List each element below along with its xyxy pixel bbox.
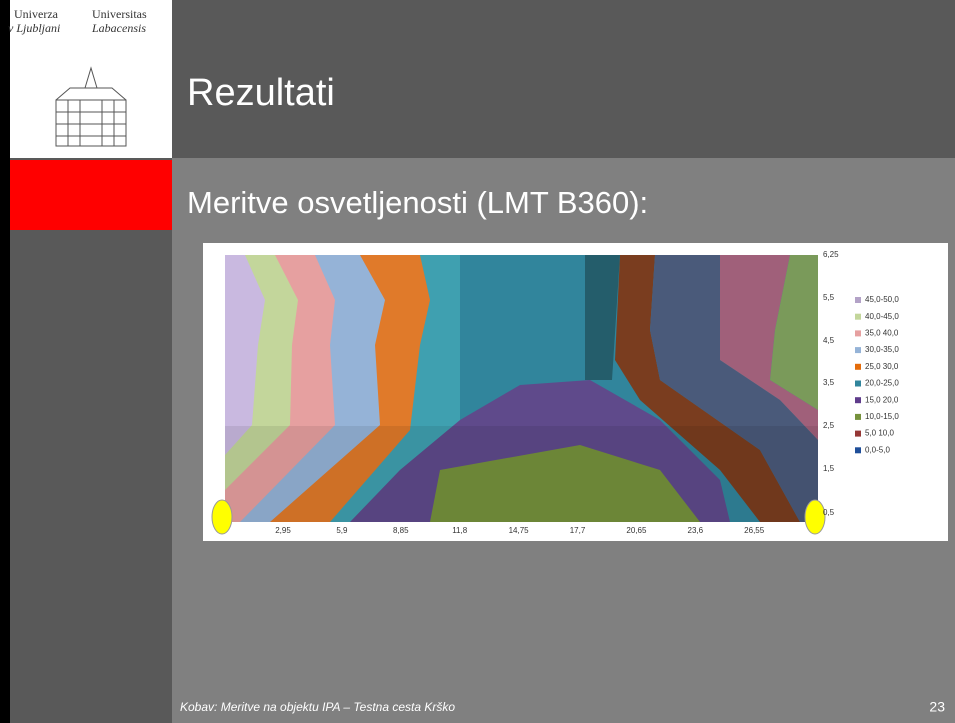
- logo-area: [10, 0, 172, 158]
- x-tick-label: 5,9: [336, 526, 348, 535]
- y-tick-label: 1,5: [823, 464, 835, 473]
- logo-text: Universitas: [92, 7, 147, 21]
- x-tick-label: 17,7: [570, 526, 586, 535]
- marker: [211, 499, 233, 535]
- marker: [804, 499, 826, 535]
- legend-label: 10,0-15,0: [865, 412, 899, 421]
- contour-plot: [225, 255, 818, 522]
- x-tick-label: 26,55: [744, 526, 765, 535]
- legend-swatch: [855, 313, 861, 320]
- legend-label: 45,0-50,0: [865, 295, 899, 304]
- x-tick-label: 11,8: [452, 526, 468, 535]
- x-tick-label: 8,85: [393, 526, 409, 535]
- header-band: [172, 0, 955, 158]
- legend-label: 5,0 10,0: [865, 429, 894, 438]
- sidebar: [10, 158, 172, 723]
- y-tick-label: 0,5: [823, 508, 835, 517]
- page-number: 23: [929, 699, 945, 715]
- legend-swatch: [855, 380, 861, 387]
- legend-swatch: [855, 430, 861, 437]
- legend-swatch: [855, 297, 861, 303]
- subtitle: Meritve osvetljenosti (LMT B360):: [187, 185, 648, 220]
- x-tick-label: 14,75: [509, 526, 530, 535]
- logo-text: v Ljubljani: [8, 21, 60, 35]
- legend-label: 15,0 20,0: [865, 395, 899, 404]
- y-tick-label: 2,5: [823, 421, 835, 430]
- legend-swatch: [855, 347, 861, 354]
- legend-label: 20,0-25,0: [865, 379, 899, 388]
- x-tick-label: 23,6: [688, 526, 704, 535]
- legend-swatch: [855, 330, 861, 337]
- legend-swatch: [855, 397, 861, 404]
- legend-label: 30,0-35,0: [865, 345, 899, 354]
- x-tick-label: 20,65: [626, 526, 647, 535]
- logo-text: Labacensis: [91, 21, 146, 35]
- y-tick-label: 3,5: [823, 378, 835, 387]
- legend-label: 40,0-45,0: [865, 312, 899, 321]
- logo-text: Univerza: [14, 7, 59, 21]
- legend-label: 35,0 40,0: [865, 329, 899, 338]
- x-tick-label: 2,95: [275, 526, 291, 535]
- legend-swatch: [855, 363, 861, 370]
- legend-swatch: [855, 447, 861, 454]
- footer: Kobav: Meritve na objektu IPA – Testna c…: [180, 700, 455, 714]
- title: Rezultati: [187, 72, 335, 114]
- y-tick-label: 6,25: [823, 250, 839, 259]
- legend-swatch: [855, 413, 861, 420]
- logo-building: [55, 66, 127, 147]
- legend-label: 25,0 30,0: [865, 362, 899, 371]
- y-tick-label: 5,5: [823, 293, 835, 302]
- red-block: [10, 160, 172, 230]
- y-tick-label: 4,5: [823, 336, 835, 345]
- legend-label: 0,0-5,0: [865, 445, 890, 454]
